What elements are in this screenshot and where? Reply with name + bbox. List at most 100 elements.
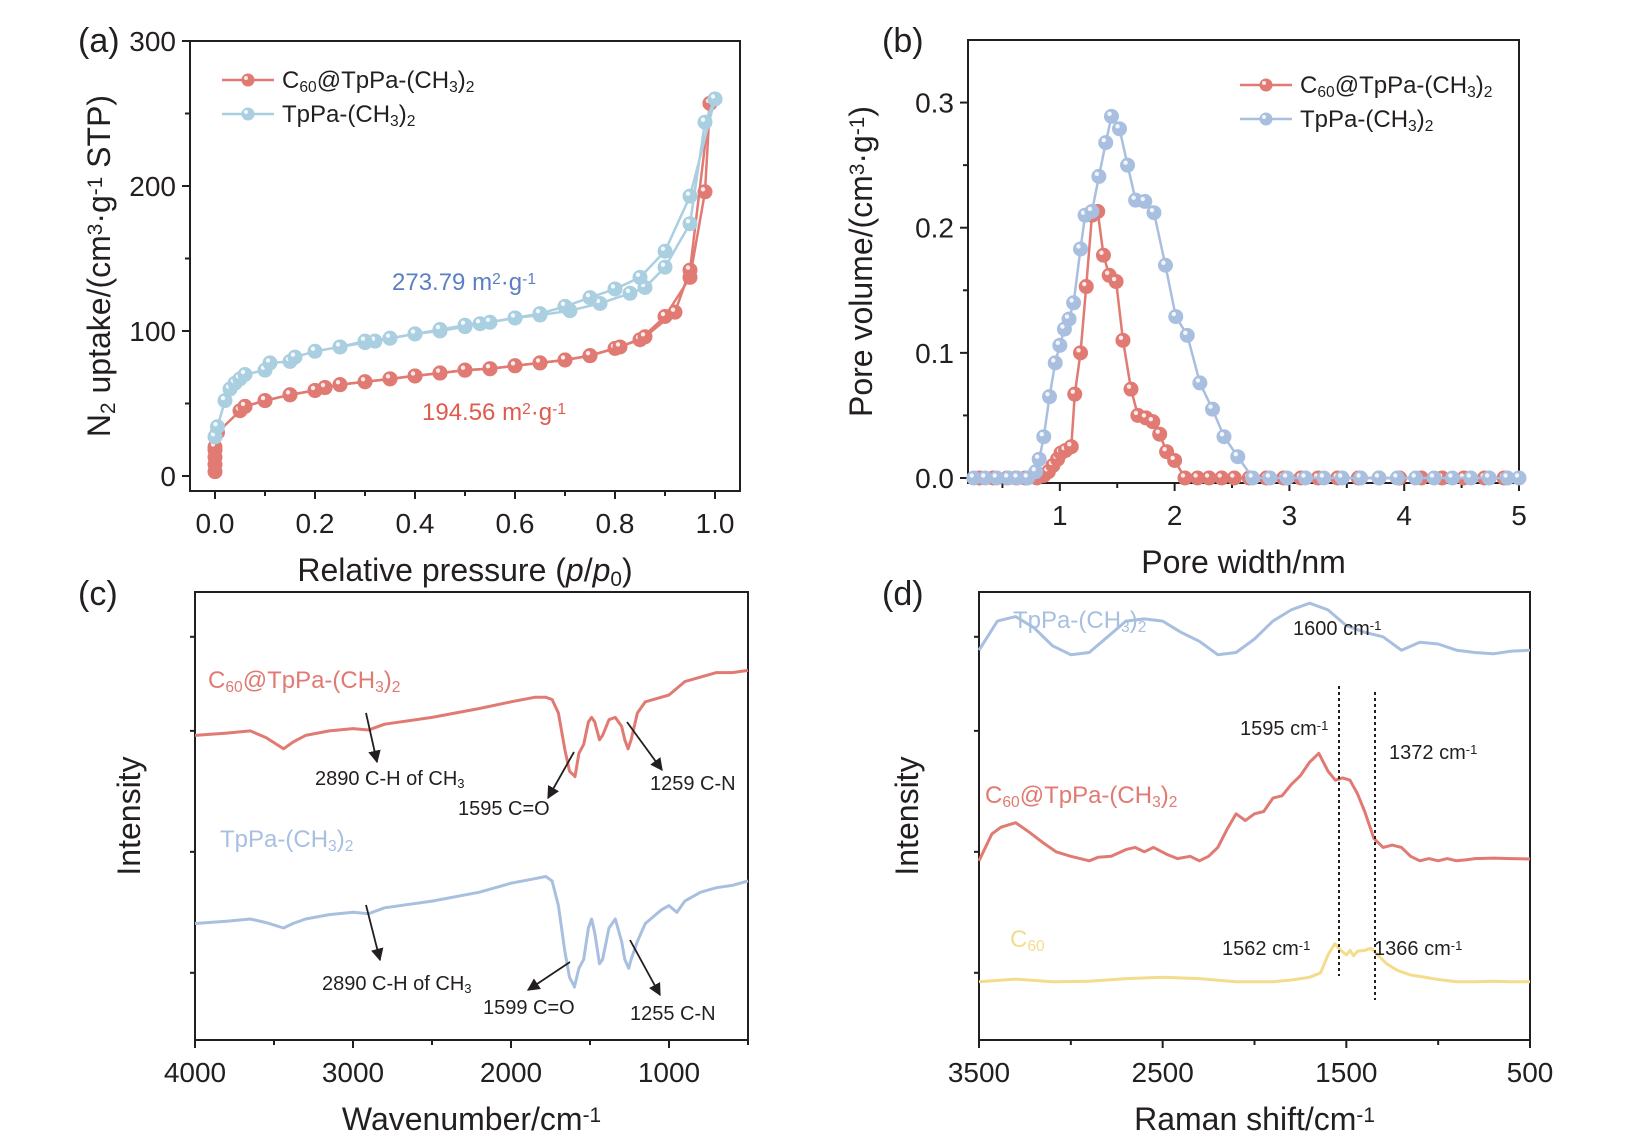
data-point-marker (1108, 274, 1124, 290)
series-label-c60: C60 (1010, 926, 1045, 955)
data-point-highlight (385, 333, 391, 338)
data-point-highlight (1448, 473, 1453, 478)
arrow-icon (547, 751, 575, 800)
peak-annotation: 1259 C-N (626, 721, 736, 795)
data-point-highlight (1140, 196, 1145, 202)
data-point-marker (1334, 470, 1350, 486)
x-tick-label: 3500 (948, 1057, 1010, 1088)
data-point (457, 317, 473, 333)
data-point-highlight (1070, 389, 1075, 394)
plot-frame (194, 591, 749, 1041)
data-point-highlight (1069, 298, 1074, 303)
data-point-highlight (670, 307, 676, 312)
x-tick-label: 1.0 (696, 508, 735, 539)
y-axis (974, 635, 979, 974)
data-point-marker (457, 317, 473, 333)
data-point-highlight (1082, 281, 1087, 287)
data-point (532, 355, 548, 371)
panel-b: 1 2 3 4 5 Pore width/nm 0.0 0.1 0.2 0.3 Pore volum… (843, 22, 1527, 580)
data-point (682, 216, 698, 232)
data-point-highlight (981, 473, 986, 478)
data-point-marker (1067, 386, 1083, 402)
data-point (532, 306, 548, 322)
data-point-marker (1297, 470, 1313, 486)
legend-label: C60@TpPa-(CH3)2 (282, 67, 474, 96)
data-point (257, 393, 273, 409)
data-point-highlight (1023, 473, 1028, 478)
data-point-highlight (1208, 404, 1213, 409)
data-point-marker (1316, 470, 1332, 486)
data-point (457, 362, 473, 378)
data-point-marker (1230, 449, 1246, 465)
data-point-highlight (1094, 171, 1100, 177)
data-point-marker (1120, 157, 1136, 173)
data-point (1192, 375, 1208, 391)
data-point (1078, 279, 1094, 295)
data-point-marker (507, 310, 523, 326)
data-point-highlight (1162, 447, 1167, 452)
data-point (1061, 311, 1077, 327)
data-point-highlight (1219, 432, 1225, 437)
data-point-highlight (710, 94, 716, 99)
data-point-marker (307, 343, 323, 359)
data-point-marker (632, 269, 648, 285)
data-point-marker (407, 326, 423, 342)
panel-a: 0.0 0.2 0.4 0.6 0.8 1.0 Relative pressure (p/p… (78, 22, 741, 591)
data-point-highlight (1217, 473, 1222, 478)
x-tick-label: 2000 (480, 1057, 542, 1088)
data-point (1108, 274, 1124, 290)
data-point-highlight (1466, 473, 1471, 478)
data-point (966, 470, 982, 486)
peak-annotation-label: 2890 C-H of CH3 (322, 973, 472, 996)
data-point-marker (1137, 193, 1153, 209)
data-point (607, 281, 623, 297)
data-point-highlight (1126, 384, 1132, 389)
spectrum-tppa--ch3-2 (977, 601, 1531, 657)
data-point (1137, 193, 1153, 209)
data-point-marker (682, 188, 698, 204)
data-point-highlight (485, 317, 491, 322)
data-point-marker (1095, 247, 1111, 263)
data-point (307, 382, 323, 398)
legend-marker (1259, 78, 1273, 92)
data-point-marker (1078, 279, 1094, 295)
legend-marker-highlight (244, 110, 248, 114)
x-axis-title: Raman shift/cm-1 (1134, 1101, 1375, 1134)
data-point-marker (1152, 426, 1168, 442)
data-point-marker (282, 387, 298, 403)
data-point-marker (307, 382, 323, 398)
desorption-line (339, 98, 717, 349)
data-point (1279, 470, 1295, 486)
legend: C60@TpPa-(CH3)2 TpPa-(CH3)2 (1240, 72, 1492, 135)
x-axis: 4000 3000 2000 1000 (164, 1040, 749, 1088)
data-point-highlight (1076, 348, 1081, 353)
legend-item: TpPa-(CH3)2 (1240, 106, 1433, 135)
data-point-highlight (1148, 416, 1154, 422)
x-tick-label: 0.0 (196, 508, 235, 539)
data-point (637, 329, 653, 345)
data-point-highlight (660, 262, 666, 267)
data-point-highlight (1131, 195, 1136, 200)
data-point (382, 330, 398, 346)
data-point-marker (432, 322, 448, 338)
data-point (1444, 470, 1460, 486)
data-point (407, 368, 423, 384)
x-tick-label: 3000 (322, 1057, 384, 1088)
data-point (682, 262, 698, 278)
data-point-marker (432, 365, 448, 381)
data-point (1103, 108, 1119, 124)
data-point-marker (1157, 257, 1173, 273)
x-axis: 1 2 3 4 5 (1001, 483, 1527, 531)
legend-label: TpPa-(CH3)2 (282, 101, 415, 130)
spectrum-c60-tppa--ch3-2 (977, 751, 1531, 863)
data-point (407, 326, 423, 342)
data-point (1095, 247, 1111, 263)
x-axis: 3500 2500 1500 500 (948, 1040, 1553, 1088)
data-point-marker (1063, 439, 1079, 455)
y-tick-label: 300 (129, 26, 176, 57)
data-point-highlight (660, 246, 666, 251)
data-point-marker (1216, 429, 1232, 445)
data-point-marker (1262, 470, 1278, 486)
data-point-highlight (1204, 473, 1210, 478)
data-point (307, 343, 323, 359)
